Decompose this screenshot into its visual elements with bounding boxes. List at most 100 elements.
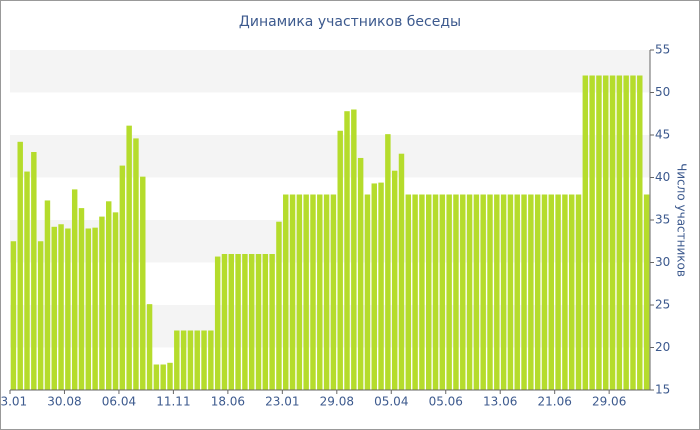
- bar: [112, 212, 119, 390]
- bar: [603, 75, 609, 390]
- x-tick-label: 05.06: [429, 395, 463, 409]
- bar: [31, 152, 37, 390]
- bar: [364, 194, 371, 390]
- bar: [548, 194, 554, 390]
- bar: [37, 241, 44, 390]
- bar: [487, 194, 493, 390]
- bar: [351, 109, 357, 390]
- bar: [106, 201, 112, 390]
- grid-band: [10, 135, 650, 178]
- bar: [146, 304, 153, 390]
- bar: [405, 194, 412, 390]
- x-tick-label: 21.06: [538, 395, 572, 409]
- y-tick-label: 20: [655, 340, 670, 354]
- bar: [616, 75, 623, 390]
- bar: [160, 364, 166, 390]
- bar: [385, 134, 391, 390]
- bar: [201, 330, 207, 390]
- bar: [208, 330, 214, 390]
- bar: [140, 176, 146, 390]
- x-tick-label: 30.08: [47, 395, 81, 409]
- bar: [466, 194, 473, 390]
- y-tick-label: 55: [655, 43, 670, 57]
- bar: [187, 330, 194, 390]
- x-tick-label: 11.11: [156, 395, 190, 409]
- bar: [269, 254, 275, 390]
- bar: [255, 254, 262, 390]
- bar: [439, 194, 446, 390]
- x-tick-label: 29.06: [592, 395, 626, 409]
- bar: [248, 254, 255, 390]
- bar: [10, 241, 17, 390]
- bar: [126, 125, 132, 391]
- bar: [167, 362, 173, 390]
- bar: [521, 194, 527, 390]
- bar: [78, 208, 85, 390]
- x-tick-label: 23.01: [0, 395, 27, 409]
- bar: [596, 75, 602, 390]
- bar: [432, 194, 439, 390]
- bar: [460, 194, 466, 390]
- bar: [514, 194, 520, 390]
- x-tick-label: 18.06: [211, 395, 245, 409]
- bar: [575, 194, 582, 390]
- bar: [419, 194, 425, 390]
- x-tick-label: 06.04: [102, 395, 136, 409]
- y-tick-label: 35: [655, 213, 670, 227]
- bar: [99, 216, 105, 390]
- bar: [446, 194, 452, 390]
- bar: [623, 75, 629, 390]
- grid-band: [10, 50, 650, 93]
- bar: [133, 138, 139, 390]
- bar: [582, 75, 589, 390]
- bar: [562, 194, 568, 390]
- bar: [153, 364, 160, 390]
- bar: [228, 254, 234, 390]
- bar: [58, 224, 64, 390]
- y-tick-label: 25: [655, 298, 670, 312]
- bar: [412, 194, 418, 390]
- y-axis-label: Число участников: [675, 163, 689, 277]
- bar: [637, 75, 643, 390]
- y-tick-label: 40: [655, 170, 670, 184]
- bar: [310, 194, 316, 390]
- bar: [44, 200, 51, 390]
- bar: [17, 141, 23, 390]
- bar: [426, 194, 432, 390]
- bar: [174, 330, 180, 390]
- bar: [391, 170, 398, 390]
- bar: [609, 75, 616, 390]
- bar: [92, 227, 98, 390]
- bar: [71, 189, 78, 390]
- bar: [317, 194, 323, 390]
- bar: [85, 228, 92, 390]
- bar: [500, 194, 507, 390]
- bar: [589, 75, 595, 390]
- bar: [330, 194, 337, 390]
- y-tick-label: 30: [655, 255, 670, 269]
- bar: [194, 330, 200, 390]
- bar: [473, 194, 480, 390]
- x-tick-label: 29.08: [320, 395, 354, 409]
- bar: [65, 228, 71, 390]
- bar: [541, 194, 548, 390]
- bar: [480, 194, 486, 390]
- bar: [453, 194, 459, 390]
- bar: [303, 194, 309, 390]
- bar: [119, 165, 126, 390]
- bar: [507, 194, 514, 390]
- y-tick-label: 50: [655, 85, 670, 99]
- bar: [344, 111, 350, 390]
- bar: [221, 254, 228, 390]
- x-tick-label: 23.01: [265, 395, 299, 409]
- bar: [242, 254, 248, 390]
- bar: [555, 194, 561, 390]
- bar: [24, 171, 30, 390]
- bar: [323, 194, 330, 390]
- bar: [180, 330, 187, 390]
- bar: [283, 194, 289, 390]
- bar: [528, 194, 534, 390]
- y-tick-label: 45: [655, 128, 670, 142]
- y-tick-label: 15: [655, 383, 670, 397]
